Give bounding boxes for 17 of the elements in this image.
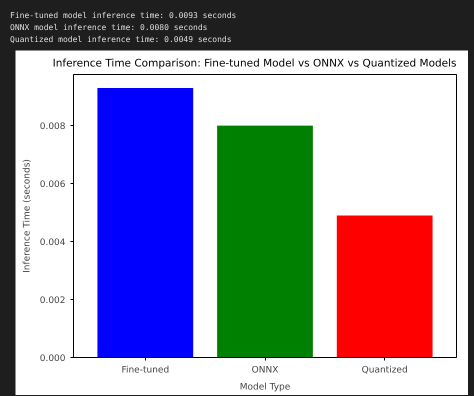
y-tick-label: 0.004 — [40, 238, 66, 248]
y-tick-label: 0.006 — [40, 180, 66, 190]
y-tick-label: 0.000 — [40, 354, 66, 364]
bar — [336, 215, 433, 358]
x-tick-label: Quantized — [362, 366, 408, 376]
x-tick-label: Fine-tuned — [121, 366, 170, 376]
bar — [97, 88, 194, 358]
y-tick-label: 0.008 — [40, 122, 66, 132]
text: ONNX model inference time: 0.0080 seconds — [10, 23, 208, 32]
text: Quantized model inference time: 0.0049 seconds — [10, 35, 232, 44]
y-axis-title: Inference Time (seconds) — [22, 159, 33, 273]
text: Fine-tuned model inference time: 0.0093 seconds — [10, 11, 236, 20]
y-tick-label: 0.002 — [40, 296, 66, 306]
chart-title: Inference Time Comparison: Fine-tuned Model vs ONNX vs Quantized Models — [52, 58, 457, 70]
bar — [217, 126, 313, 358]
x-axis-title: Model Type — [240, 382, 291, 392]
x-tick-label: ONNX — [252, 366, 278, 376]
